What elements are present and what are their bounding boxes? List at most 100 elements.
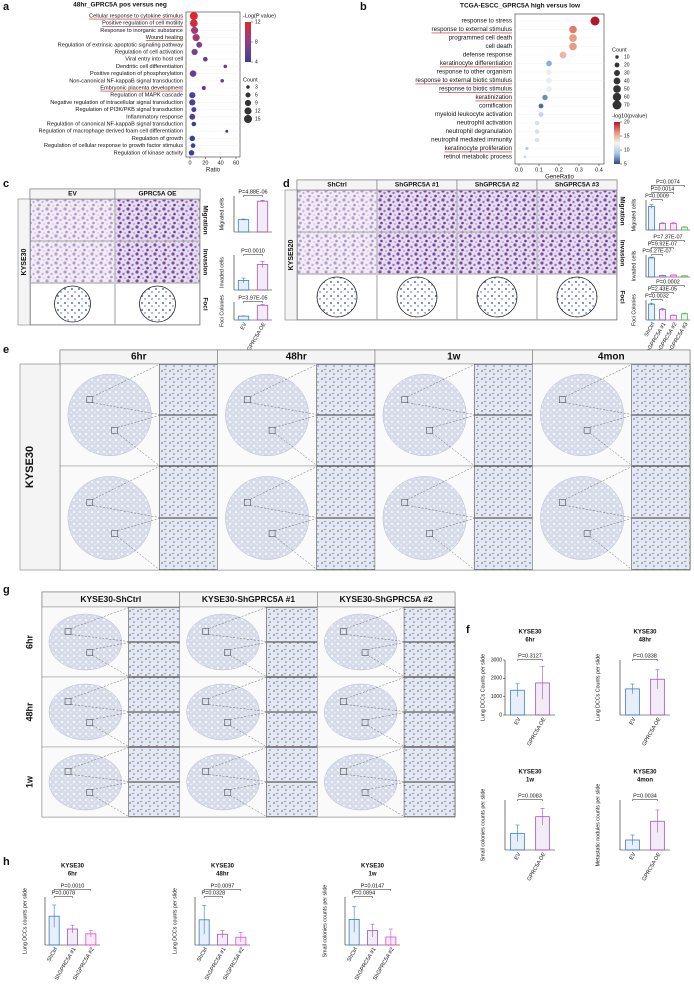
zoom-inset [631, 364, 691, 415]
zoom-line [208, 634, 267, 642]
dish [316, 276, 358, 318]
term-dot [189, 113, 196, 120]
chart-subtitle: 1w [368, 872, 376, 878]
zoom-inset [158, 415, 218, 466]
lung-section [48, 613, 123, 671]
zoom-inset [631, 415, 691, 466]
x-tick-label: 20 [202, 160, 208, 166]
bar [648, 206, 655, 231]
panel-letter: e [3, 344, 9, 356]
p-value: P=2.43E-05 [648, 286, 677, 292]
term-dot [546, 86, 552, 92]
zoom-line [92, 712, 129, 720]
term-dot [220, 79, 224, 83]
zoom-line [590, 518, 632, 531]
lung-section [67, 476, 152, 560]
term-label: Cellular response to cytokine stimulus [89, 13, 183, 19]
zoom-line [117, 536, 160, 570]
zoom-line [589, 536, 632, 570]
lung-section [324, 753, 398, 811]
term-label: Regulation of growth [132, 136, 183, 142]
dish [54, 285, 91, 323]
zoom-line [70, 634, 129, 642]
term-dot [546, 77, 552, 84]
zoom-box [244, 396, 251, 403]
zoom-box [361, 649, 369, 656]
lung-section [67, 373, 152, 457]
x-tick-label: GPRC5A OE [246, 321, 267, 352]
zoom-box [86, 499, 94, 506]
term-dot [542, 94, 548, 101]
term-dot [590, 16, 600, 26]
legend-label: 10 [624, 54, 630, 60]
panel-letter: g [3, 584, 10, 596]
panel-title: 48hr_GPRC5A pos versus neg [73, 2, 167, 9]
zoom-box [361, 789, 369, 796]
term-dot [546, 60, 552, 67]
y-tick-label: 3000 [491, 657, 502, 663]
p-value: P=4.88E-06 [238, 189, 267, 195]
term-dot [223, 64, 228, 69]
zoom-box [111, 427, 118, 434]
zoom-line [407, 402, 475, 415]
zoom-line [274, 433, 317, 466]
micrograph [457, 190, 537, 232]
zoom-line [117, 415, 160, 428]
zoom-inset [403, 677, 456, 712]
legend-label: 6 [255, 92, 258, 98]
legend-label: 70 [624, 102, 630, 108]
term-dot [569, 42, 577, 51]
chart-title: KYSE30 [633, 630, 657, 636]
p-value: P=0.0009 [645, 193, 669, 199]
zoom-line [274, 536, 317, 570]
panel-letter: c [3, 178, 9, 190]
zoom-inset [631, 466, 691, 518]
term-dot [201, 85, 206, 91]
term-label: Regulation of cellular response to growt… [44, 143, 183, 149]
y-axis-label: Lung DCCs Counts per slide [480, 654, 486, 721]
term-label: retinol metabolic process [444, 154, 512, 161]
y-axis-label: Metastatic nodules counts per slide [595, 784, 601, 867]
chart-subtitle: 4mon [637, 778, 653, 784]
panel-title: TCGA-ESCC_GPRC5A high versus low [460, 3, 581, 10]
zoom-box [111, 530, 118, 537]
lung-section [186, 613, 260, 671]
bar [659, 275, 666, 278]
chart-title: KYSE30 [633, 770, 657, 776]
zoom-inset [266, 747, 318, 782]
term-dot [191, 26, 199, 34]
zoom-box [64, 628, 72, 635]
term-label: neutrophil degranulation [446, 128, 513, 135]
chart-subtitle: 1w [526, 778, 534, 784]
y-axis-label: Small colonies counts per slide [322, 885, 328, 958]
zoom-inset [158, 364, 218, 415]
term-label: Wound healing [146, 35, 183, 41]
zoom-box [401, 396, 409, 403]
y-tick-label: 2000 [491, 676, 502, 682]
term-dot [196, 41, 203, 48]
zoom-inset [128, 747, 180, 782]
chart-title: KYSE30 [518, 770, 542, 776]
x-tick-label: EV [514, 716, 523, 726]
legend-label: 3 [255, 84, 258, 90]
legend-label: 60 [624, 94, 630, 100]
legend-label: 9 [255, 100, 258, 106]
y-axis-label: Migrated cells [631, 198, 637, 231]
significance-bracket [243, 195, 263, 197]
zoom-inset [473, 518, 533, 570]
chart-title: KYSE30 [61, 864, 85, 870]
zoom-box [202, 628, 209, 635]
zoom-line [367, 712, 405, 720]
x-tick-label: 0.0 [515, 167, 523, 173]
column-header-label: ShGPRC5A #3 [555, 182, 600, 189]
term-label: Dendritic cell differentiation [116, 64, 183, 70]
significance-bracket [517, 799, 543, 801]
micrograph [457, 232, 537, 274]
panel-letter: b [360, 1, 367, 13]
significance-bracket [651, 285, 685, 287]
p-value: P=0.0097 [211, 883, 235, 889]
zoom-inset [316, 364, 376, 415]
term-dot [192, 34, 200, 42]
legend-label: 5 [624, 161, 627, 167]
zoom-line [117, 433, 160, 466]
